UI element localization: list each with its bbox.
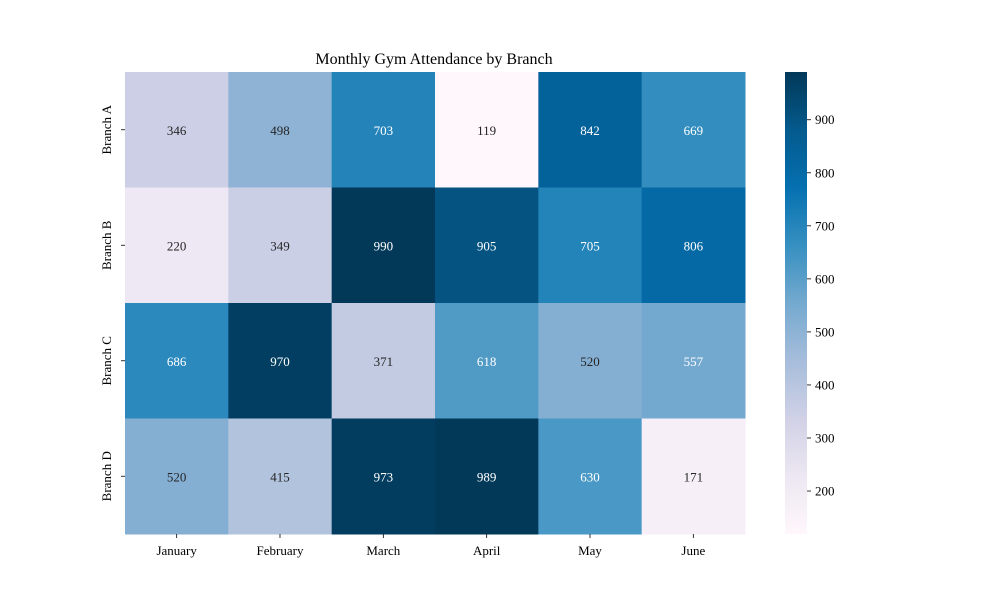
cell-value-label: 618 <box>477 354 497 369</box>
cell-value-label: 346 <box>167 123 187 138</box>
heatmap-cell <box>641 187 746 304</box>
heatmap-cell <box>538 303 643 419</box>
cell-value-label: 669 <box>684 123 704 138</box>
heatmap-cell <box>435 187 539 304</box>
y-tick-label: Branch C <box>99 336 114 385</box>
cell-value-label: 371 <box>374 354 394 369</box>
heatmap-cell <box>538 418 643 535</box>
cell-value-label: 973 <box>374 469 394 484</box>
cell-value-label: 970 <box>270 354 290 369</box>
colorbar-tick-label: 900 <box>815 112 835 127</box>
heatmap-cells <box>125 72 746 535</box>
colorbar-tick-label: 700 <box>815 218 835 233</box>
heatmap-cell <box>331 72 436 188</box>
cell-value-label: 520 <box>167 469 187 484</box>
cell-value-label: 990 <box>374 238 394 253</box>
x-tick-label: March <box>366 543 400 558</box>
cell-value-label: 703 <box>374 123 394 138</box>
cell-value-label: 415 <box>270 469 290 484</box>
y-axis: Branch A Branch B Branch C Branch D <box>99 104 125 501</box>
heatmap-cell <box>125 72 229 188</box>
heatmap-cell <box>228 418 333 535</box>
heatmap-cell <box>228 187 333 304</box>
colorbar-tick-label: 600 <box>815 271 835 286</box>
x-tick-label: January <box>156 543 197 558</box>
colorbar: 200 300 400 500 600 700 800 900 <box>785 72 835 534</box>
x-tick-label: February <box>257 543 304 558</box>
cell-value-label: 520 <box>580 354 600 369</box>
cell-value-label: 220 <box>167 238 187 253</box>
y-tick-label: Branch B <box>99 220 114 270</box>
cell-value-label: 630 <box>580 469 600 484</box>
heatmap-cell <box>228 72 333 188</box>
y-tick-label: Branch A <box>99 104 114 154</box>
heatmap-cell-labels: 346 498 703 119 842 669 220 349 990 905 705 806 686 9… <box>167 123 704 485</box>
heatmap-cell <box>125 418 229 535</box>
x-tick-label: April <box>473 543 501 558</box>
cell-value-label: 171 <box>684 469 704 484</box>
cell-value-label: 905 <box>477 238 497 253</box>
heatmap-cell <box>125 303 229 419</box>
cell-value-label: 686 <box>167 354 187 369</box>
heatmap-cell <box>538 187 643 304</box>
heatmap-cell <box>331 418 436 535</box>
x-tick-label: May <box>578 543 602 558</box>
chart-title: Monthly Gym Attendance by Branch <box>315 51 552 68</box>
colorbar-tick-label: 400 <box>815 377 835 392</box>
cell-value-label: 119 <box>477 123 496 138</box>
heatmap-cell <box>435 303 539 419</box>
cell-value-label: 989 <box>477 469 497 484</box>
heatmap-cell <box>435 418 539 535</box>
cell-value-label: 705 <box>580 238 600 253</box>
heatmap-cell <box>331 187 436 304</box>
colorbar-gradient <box>785 72 807 534</box>
y-tick-label: Branch D <box>99 451 114 501</box>
cell-value-label: 842 <box>580 123 600 138</box>
colorbar-tick-label: 800 <box>815 165 835 180</box>
heatmap-cell <box>641 72 746 188</box>
heatmap-cell <box>435 72 539 188</box>
heatmap-cell <box>641 418 746 535</box>
cell-value-label: 498 <box>270 123 290 138</box>
colorbar-tick-label: 300 <box>815 430 835 445</box>
heatmap-cell <box>538 72 643 188</box>
cell-value-label: 806 <box>684 238 704 253</box>
heatmap-cell <box>228 303 333 419</box>
colorbar-tick-label: 200 <box>815 484 835 499</box>
heatmap-cell <box>331 303 436 419</box>
x-axis: January February March April May June <box>156 534 705 558</box>
heatmap-cell <box>125 187 229 304</box>
cell-value-label: 557 <box>684 354 704 369</box>
colorbar-tick-label: 500 <box>815 324 835 339</box>
heatmap-cell <box>641 303 746 419</box>
x-tick-label: June <box>681 543 705 558</box>
cell-value-label: 349 <box>270 238 290 253</box>
